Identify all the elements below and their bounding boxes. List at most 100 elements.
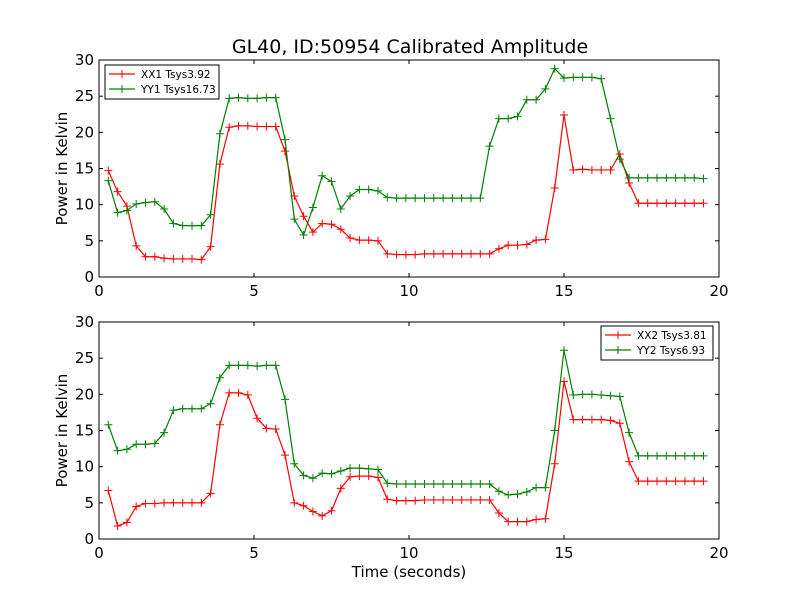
top-series-1-point [253, 122, 262, 131]
top-series-2-point [532, 95, 541, 104]
top-series-1-point [262, 122, 271, 131]
top-series-2-point [550, 64, 559, 73]
top-series-2-point [262, 93, 271, 102]
top-series-1-point [364, 236, 373, 245]
top-series-2-point [327, 177, 336, 186]
bottom-series-2-point [569, 391, 578, 400]
top-series-2-point [513, 112, 522, 121]
top-series-2-point [522, 95, 531, 104]
top-x-tick-label: 5 [249, 282, 259, 300]
bottom-series-1-point [494, 508, 503, 517]
bottom-series-1-point [467, 495, 475, 504]
bottom-series-2-point [457, 480, 466, 489]
top-series-1-point [448, 249, 457, 258]
top-series-1-point [420, 249, 429, 258]
top-series-2-point [225, 94, 234, 103]
top-series-2-point [569, 73, 578, 82]
bottom-series-2-point [197, 404, 206, 413]
bottom-x-tick-label: 0 [94, 544, 104, 562]
bottom-series-1-point [225, 388, 234, 397]
bottom-legend-marker [614, 346, 622, 354]
bottom-series-1-point [206, 489, 215, 498]
bottom-series-2-point [215, 373, 224, 382]
bottom-series-1-point [429, 495, 438, 504]
top-series-1-point [346, 233, 355, 242]
bottom-series-1-point [699, 477, 708, 486]
top-legend-label: XX1 Tsys3.92 [141, 69, 211, 81]
top-series-2-point [411, 194, 420, 203]
bottom-series-2-point [653, 451, 661, 460]
top-series-1-point [476, 249, 485, 258]
top-x-tick-label: 20 [709, 282, 728, 300]
bottom-series-1-point [401, 496, 410, 505]
top-series-2-point [215, 129, 224, 138]
bottom-legend-marker [614, 331, 622, 339]
bottom-series-1-point [253, 414, 262, 423]
bottom-series-1-point [522, 517, 531, 526]
top-series-1-point [281, 147, 289, 156]
bottom-series-2-point [355, 464, 364, 473]
top-series-2-point [346, 191, 355, 200]
top-series-1-point [188, 254, 196, 263]
top-series-2 [104, 64, 708, 240]
top-series-1-point [215, 160, 224, 169]
bottom-series-2-point [392, 480, 401, 489]
top-series-1-point [178, 254, 187, 263]
bottom-series-1-point [615, 419, 624, 428]
bottom-series-2-point [141, 440, 150, 449]
bottom-series-2-point [662, 451, 671, 460]
bottom-series-1-point [643, 477, 652, 486]
bottom-series-2-point [401, 480, 410, 489]
bottom-series-2-point [318, 469, 327, 478]
top-series-2-point [634, 173, 643, 182]
bottom-series-2-point [234, 361, 243, 370]
bottom-series-2-point [346, 464, 355, 473]
top-legend-marker [118, 70, 126, 78]
bottom-series-1-point [550, 459, 559, 468]
bottom-series-1 [104, 377, 708, 530]
bottom-series-2-point [448, 480, 457, 489]
bottom-series-1-point [318, 511, 327, 520]
top-series-1-point [299, 212, 308, 221]
bottom-series-1-point [513, 517, 522, 526]
top-series-1-point [150, 252, 159, 261]
top-series-1-point [569, 165, 578, 174]
bottom-y-tick-label: 25 [75, 349, 94, 367]
bottom-series-2 [104, 346, 708, 499]
bottom-series-1-point [346, 472, 355, 481]
top-series-2-point [643, 173, 652, 182]
bottom-series-1-point [411, 496, 420, 505]
bottom-series-1-point [532, 515, 541, 524]
top-series-2-point [383, 193, 392, 202]
bottom-series-2-point [625, 428, 634, 437]
top-series-1-point [671, 199, 680, 208]
top-series-1-point [308, 228, 317, 237]
top-series-1-point [690, 199, 699, 208]
top-y-tick-label: 5 [84, 232, 94, 250]
top-series-1-point [680, 199, 689, 208]
bottom-series-2-point [383, 479, 392, 488]
top-series-2-point [234, 93, 243, 102]
bottom-x-tick-label: 5 [249, 544, 259, 562]
top-series-1-point [532, 236, 541, 245]
bottom-x-tick-label: 15 [554, 544, 573, 562]
top-series-2-point [606, 114, 615, 123]
bottom-x-tick-label: 10 [399, 544, 418, 562]
bottom-series-2-point [587, 390, 596, 399]
top-series-1-point [197, 255, 206, 264]
top-series-1-point [439, 249, 448, 258]
bottom-series-2-point [634, 451, 643, 460]
bottom-subplot: 0 5 10 15 20 0 5 10 15 20 25 30 Power in Kelvin Time … [53, 313, 729, 581]
top-subplot: 0 5 10 15 20 0 5 10 15 20 25 30 Power in Kelvin XX1 T… [53, 51, 729, 300]
bottom-series-2-point [364, 464, 373, 473]
bottom-series-1-point [299, 501, 308, 510]
top-series-1-point [560, 110, 568, 119]
top-series-2-point [401, 194, 410, 203]
top-series-2-point [113, 208, 122, 217]
bottom-series-2-point [104, 420, 113, 429]
top-series-1-point [104, 166, 113, 175]
top-series-1-point [606, 165, 615, 174]
bottom-series-2-point [504, 490, 513, 499]
bottom-series-1-point [122, 518, 131, 527]
